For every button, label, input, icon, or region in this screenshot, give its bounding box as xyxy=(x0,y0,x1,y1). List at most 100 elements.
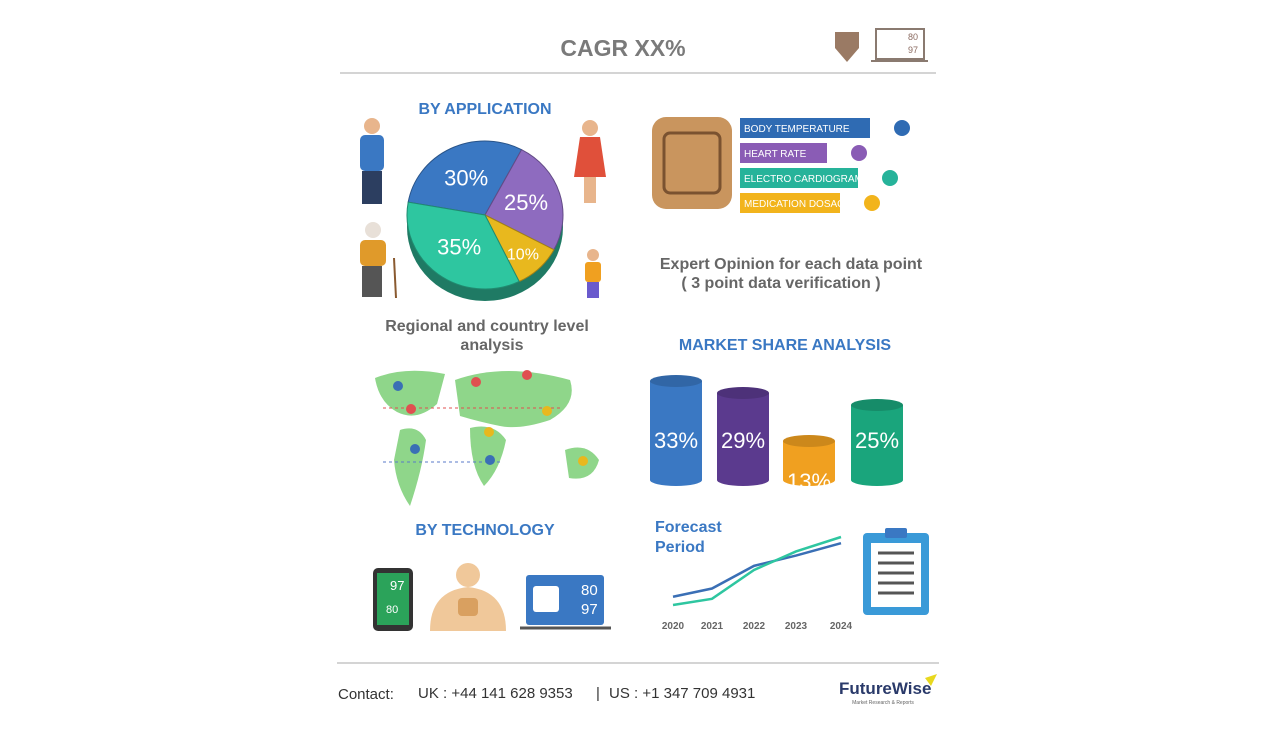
person-legs xyxy=(584,177,596,203)
brand: FutureWise xyxy=(839,679,931,698)
pie-label: 25% xyxy=(504,190,548,215)
parameter-icon xyxy=(851,145,867,161)
pin xyxy=(406,404,416,414)
parameter-label: HEART RATE xyxy=(744,149,807,160)
brand-tagline: Market Research & Reports xyxy=(852,700,914,706)
brand-mark xyxy=(925,674,937,686)
regional-text: analysis xyxy=(460,337,523,354)
device-reading: 97 xyxy=(390,578,404,593)
device-reading: 97 xyxy=(581,601,598,618)
sensor-patch xyxy=(652,117,732,209)
cylinder-top xyxy=(717,387,769,399)
forecast-title: Forecast xyxy=(655,519,722,536)
cylinder-label: 33% xyxy=(654,428,698,453)
pie-label: 35% xyxy=(437,235,481,260)
pie-chart: 30% 25% 10% 35% xyxy=(406,140,564,301)
contact-separator: | xyxy=(596,685,600,702)
person-head xyxy=(364,118,380,134)
device-reading: 80 xyxy=(581,582,598,599)
forecast-chart: 2020 2021 2022 2023 2024 xyxy=(662,535,853,632)
cylinder-label: 13% xyxy=(787,469,831,494)
pin xyxy=(393,381,403,391)
clipboard-lines xyxy=(878,551,914,595)
clipboard xyxy=(863,528,929,615)
forecast-line xyxy=(672,541,842,598)
person-legs xyxy=(362,266,382,297)
icon-reading: 80 xyxy=(908,32,918,42)
contact-label: Contact: xyxy=(338,686,394,703)
person-body xyxy=(585,262,601,282)
forecast-line xyxy=(672,535,842,607)
cylinder xyxy=(650,381,702,486)
parameter-bar xyxy=(740,143,827,163)
cylinder-top xyxy=(851,399,903,411)
parameter-bar xyxy=(740,118,870,138)
person-body xyxy=(574,137,606,177)
patch xyxy=(652,117,732,209)
cylinder-chart: 33% 29% 13% 25% xyxy=(650,375,903,494)
person-legs xyxy=(587,282,599,298)
icon-reading: 97 xyxy=(908,45,918,55)
section-title: MARKET SHARE ANALYSIS xyxy=(679,337,892,354)
parameter-label: MEDICATION DOSAGE xyxy=(744,199,852,210)
contact-uk: UK : +44 141 628 9353 xyxy=(418,685,573,702)
pin xyxy=(578,456,588,466)
pie-label: 30% xyxy=(444,165,488,190)
parameter-list: BODY TEMPERATURE HEART RATE ELECTRO CARDIO… xyxy=(740,118,910,213)
pin xyxy=(471,377,481,387)
expert-text: ( 3 point data verification ) xyxy=(681,275,880,292)
clipboard-clip xyxy=(885,528,907,538)
contact-us: US : +1 347 709 4931 xyxy=(609,685,755,702)
monitor-icon xyxy=(875,28,925,60)
expert-text: Expert Opinion for each data point xyxy=(660,256,923,273)
pin xyxy=(410,444,420,454)
body-head xyxy=(456,563,480,587)
cylinder xyxy=(851,405,903,486)
cylinder xyxy=(717,393,769,486)
parameter-icon xyxy=(882,170,898,186)
patch xyxy=(458,598,478,616)
pin xyxy=(484,427,494,437)
phone-screen xyxy=(377,573,409,625)
person-body xyxy=(360,240,386,266)
cylinder-top xyxy=(650,375,702,387)
regional-text: Regional and country level xyxy=(385,318,589,335)
heart-icon xyxy=(835,32,859,62)
x-tick-label: 2020 xyxy=(662,621,685,632)
world-map xyxy=(375,370,599,506)
cane xyxy=(393,257,397,299)
person-legs xyxy=(362,171,382,204)
forecast-title: Period xyxy=(655,539,705,556)
pie-slice xyxy=(406,201,520,290)
cylinder xyxy=(783,441,835,486)
person-head xyxy=(587,249,599,261)
parameter-bar xyxy=(740,168,858,188)
devices: 97 80 80 97 xyxy=(373,563,611,631)
x-tick-label: 2021 xyxy=(701,621,724,632)
pie-label: 10% xyxy=(507,246,539,263)
pin xyxy=(522,370,532,380)
title: CAGR XX% xyxy=(560,35,685,61)
device-reading: 80 xyxy=(386,604,398,616)
cylinder-label: 29% xyxy=(721,428,765,453)
x-tick-label: 2023 xyxy=(785,621,808,632)
parameter-icon xyxy=(894,120,910,136)
parameter-label: BODY TEMPERATURE xyxy=(744,124,850,135)
cylinder-top xyxy=(783,435,835,447)
x-tick-label: 2022 xyxy=(743,621,766,632)
header-icons: 80 97 xyxy=(835,28,928,62)
pin xyxy=(485,455,495,465)
patch-circuit xyxy=(662,131,722,195)
pie-slice xyxy=(407,140,523,216)
cylinder-label: 25% xyxy=(855,428,899,453)
parameter-icon xyxy=(864,195,880,211)
pin xyxy=(542,406,552,416)
person-head xyxy=(582,120,598,136)
continent xyxy=(375,370,445,416)
section-title: BY TECHNOLOGY xyxy=(415,522,555,539)
parameter-label: ELECTRO CARDIOGRAM xyxy=(744,174,863,185)
laptop-patch xyxy=(533,586,559,612)
